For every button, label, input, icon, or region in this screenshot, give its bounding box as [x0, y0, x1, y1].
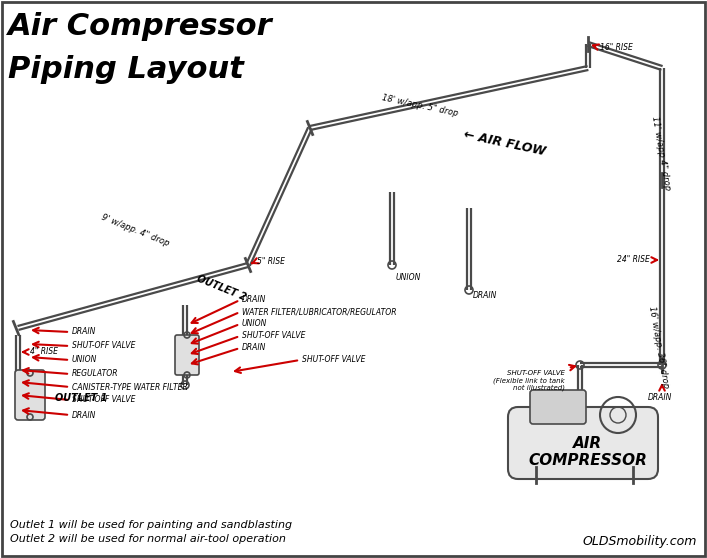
Text: 9' w/app. 4" drop: 9' w/app. 4" drop: [100, 213, 170, 248]
Text: Outlet 1 will be used for painting and sandblasting: Outlet 1 will be used for painting and s…: [10, 520, 292, 530]
FancyBboxPatch shape: [175, 335, 199, 375]
Text: SHUT-OFF VALVE: SHUT-OFF VALVE: [72, 396, 136, 405]
Text: DRAIN: DRAIN: [473, 291, 498, 300]
Text: DRAIN: DRAIN: [242, 296, 267, 305]
Text: DRAIN: DRAIN: [72, 328, 96, 336]
Text: SHUT-OFF VALVE: SHUT-OFF VALVE: [72, 341, 136, 350]
Text: 18' w/app. 5" drop: 18' w/app. 5" drop: [381, 93, 459, 118]
Text: 5" RISE: 5" RISE: [257, 257, 285, 266]
Text: DRAIN: DRAIN: [72, 411, 96, 420]
Text: Air Compressor: Air Compressor: [8, 12, 273, 41]
Text: UNION: UNION: [242, 320, 267, 329]
Text: 16" RISE: 16" RISE: [600, 42, 633, 51]
FancyBboxPatch shape: [15, 370, 45, 420]
Text: UNION: UNION: [72, 355, 98, 364]
Text: OUTLET 1: OUTLET 1: [55, 393, 107, 403]
Text: 4" RISE: 4" RISE: [30, 348, 58, 357]
Text: ← AIR FLOW: ← AIR FLOW: [462, 128, 547, 158]
Text: 11' w/app 4" drop: 11' w/app 4" drop: [650, 115, 672, 190]
FancyBboxPatch shape: [508, 407, 658, 479]
Text: 16' w/app. 36" drop: 16' w/app. 36" drop: [647, 305, 670, 388]
Text: SHUT-OFF VALVE: SHUT-OFF VALVE: [302, 355, 366, 364]
Text: Outlet 2 will be used for normal air-tool operation: Outlet 2 will be used for normal air-too…: [10, 534, 286, 544]
Text: REGULATOR: REGULATOR: [72, 369, 119, 378]
Text: OUTLET 2: OUTLET 2: [195, 273, 247, 302]
FancyBboxPatch shape: [530, 390, 586, 424]
Text: DRAIN: DRAIN: [242, 344, 267, 353]
Text: AIR
COMPRESSOR: AIR COMPRESSOR: [529, 436, 648, 468]
Text: DRAIN: DRAIN: [648, 393, 672, 402]
Text: SHUT-OFF VALVE: SHUT-OFF VALVE: [242, 331, 305, 340]
Text: UNION: UNION: [396, 273, 421, 282]
Text: OLDSmobility.com: OLDSmobility.com: [583, 535, 697, 548]
Text: SHUT-OFF VALVE
(Flexible link to tank
not illustrated): SHUT-OFF VALVE (Flexible link to tank no…: [493, 370, 565, 391]
Text: Piping Layout: Piping Layout: [8, 55, 244, 84]
Text: 24" RISE: 24" RISE: [617, 256, 650, 264]
Text: WATER FILTER/LUBRICATOR/REGULATOR: WATER FILTER/LUBRICATOR/REGULATOR: [242, 307, 397, 316]
Text: CANISTER-TYPE WATER FILTER: CANISTER-TYPE WATER FILTER: [72, 382, 188, 392]
